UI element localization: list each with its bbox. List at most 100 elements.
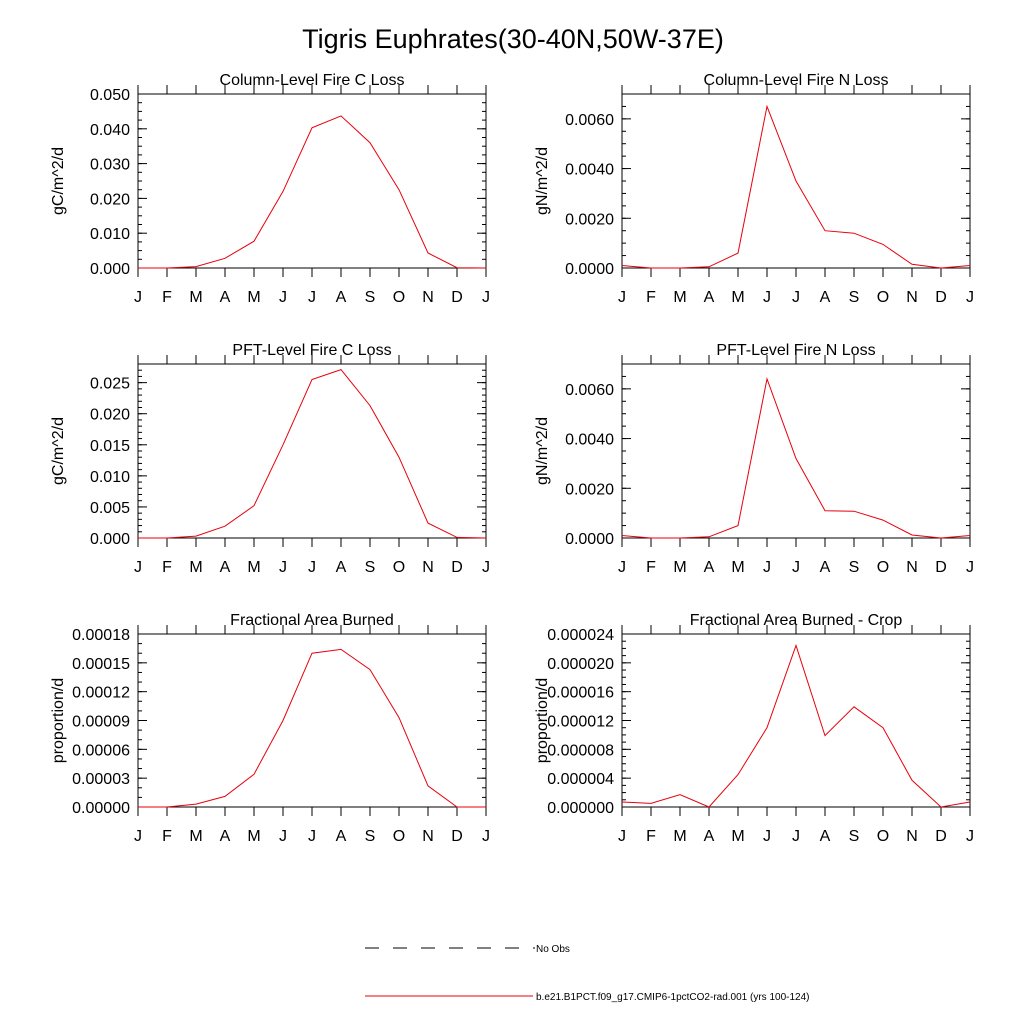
x-tick-label: A — [220, 289, 231, 306]
plot-frame — [137, 633, 487, 808]
x-tick-label: M — [189, 289, 202, 306]
y-tick-label: 0.050 — [90, 87, 130, 104]
y-tick-label: 0.000016 — [547, 685, 614, 702]
x-tick-label: F — [162, 828, 172, 845]
x-tick-label: J — [134, 289, 142, 306]
x-tick-label: A — [220, 559, 231, 576]
x-tick-label: A — [820, 559, 831, 576]
x-tick-label: J — [618, 828, 626, 845]
x-tick-label: M — [731, 559, 744, 576]
panel-title: Column-Level Fire C Loss — [220, 72, 405, 89]
x-tick-label: S — [365, 289, 376, 306]
x-tick-label: D — [451, 828, 463, 845]
x-tick-label: M — [673, 289, 686, 306]
x-tick-label: A — [220, 828, 231, 845]
series-line — [138, 648, 486, 808]
y-tick-label: 0.0020 — [565, 481, 614, 498]
x-tick-label: J — [618, 289, 626, 306]
x-tick-label: A — [336, 559, 347, 576]
x-tick-label: D — [451, 559, 463, 576]
x-tick-label: J — [966, 828, 974, 845]
x-tick-label: F — [162, 559, 172, 576]
panel-title: Column-Level Fire N Loss — [704, 72, 889, 89]
x-tick-label: J — [763, 289, 771, 306]
y-tick-label: 0.000 — [90, 261, 130, 278]
y-tick-label: 0.0040 — [565, 432, 614, 449]
y-tick-label: 0.00000 — [72, 800, 130, 817]
x-tick-label: S — [849, 559, 860, 576]
y-tick-label: 0.000020 — [547, 656, 614, 673]
figure-title: Tigris Euphrates(30-40N,50W-37E) — [302, 24, 724, 54]
panel-1: Column-Level Fire C Loss gC/m^2/d 0.000 0.0… — [50, 72, 490, 306]
y-tick-label: 0.020 — [90, 407, 130, 424]
series-line — [621, 377, 971, 539]
x-tick-label: N — [422, 289, 434, 306]
x-tick-label: J — [966, 289, 974, 306]
y-axis-label: gC/m^2/d — [50, 417, 67, 485]
x-tick-label: J — [618, 559, 626, 576]
x-tick-label: J — [966, 559, 974, 576]
plot-frame — [137, 93, 487, 269]
x-tick-label: A — [704, 828, 715, 845]
x-tick-label: M — [731, 289, 744, 306]
y-axis-label: gN/m^2/d — [534, 417, 551, 485]
x-tick-label: D — [935, 559, 947, 576]
x-tick-label: A — [820, 828, 831, 845]
panel-title: Fractional Area Burned - Crop — [690, 612, 903, 629]
panel-title: PFT-Level Fire C Loss — [232, 342, 391, 359]
x-tick-label: O — [393, 828, 405, 845]
x-tick-label: F — [646, 828, 656, 845]
x-tick-label: M — [189, 828, 202, 845]
x-tick-label: J — [279, 559, 287, 576]
y-tick-label: 0.000024 — [547, 627, 614, 644]
x-tick-label: J — [279, 289, 287, 306]
panel-title: PFT-Level Fire N Loss — [716, 342, 875, 359]
x-tick-label: M — [673, 559, 686, 576]
x-tick-label: M — [673, 828, 686, 845]
x-tick-label: D — [935, 828, 947, 845]
y-tick-label: 0.0060 — [565, 112, 614, 129]
panels: Column-Level Fire C Loss gC/m^2/d 0.000 0.0… — [50, 72, 974, 845]
panel-2: Column-Level Fire N Loss gN/m^2/d 0.0000 0.… — [534, 72, 974, 306]
x-tick-label: A — [704, 559, 715, 576]
y-tick-label: 0.000012 — [547, 714, 614, 731]
x-tick-label: J — [792, 289, 800, 306]
x-tick-label: J — [308, 559, 316, 576]
panel-4: PFT-Level Fire N Loss gN/m^2/d 0.0000 0.002… — [534, 342, 974, 576]
x-tick-label: J — [134, 828, 142, 845]
x-tick-label: M — [731, 828, 744, 845]
y-tick-label: 0.015 — [90, 438, 130, 455]
x-tick-label: O — [393, 559, 405, 576]
x-tick-label: A — [820, 289, 831, 306]
y-tick-label: 0.000 — [90, 531, 130, 548]
y-tick-label: 0.0060 — [565, 382, 614, 399]
x-tick-label: O — [877, 828, 889, 845]
x-tick-label: S — [365, 828, 376, 845]
y-tick-label: 0.000008 — [547, 742, 614, 759]
x-tick-label: A — [704, 289, 715, 306]
y-axis-label: proportion/d — [534, 678, 551, 763]
x-tick-label: N — [906, 289, 918, 306]
y-tick-label: 0.040 — [90, 122, 130, 139]
x-tick-label: J — [482, 559, 490, 576]
x-tick-label: J — [482, 828, 490, 845]
y-tick-label: 0.00012 — [72, 685, 130, 702]
x-tick-label: J — [482, 289, 490, 306]
y-tick-label: 0.0040 — [565, 162, 614, 179]
x-tick-label: M — [247, 559, 260, 576]
y-tick-label: 0.010 — [90, 226, 130, 243]
y-tick-label: 0.00009 — [72, 714, 130, 731]
y-tick-label: 0.0000 — [565, 531, 614, 548]
x-tick-label: J — [792, 559, 800, 576]
series-line — [621, 104, 971, 269]
x-tick-label: N — [906, 559, 918, 576]
x-tick-label: S — [849, 828, 860, 845]
y-axis-label: proportion/d — [50, 678, 67, 763]
x-tick-label: A — [336, 828, 347, 845]
series-line — [138, 369, 487, 539]
x-tick-label: F — [646, 559, 656, 576]
y-axis-label: gN/m^2/d — [534, 147, 551, 215]
x-tick-label: F — [162, 289, 172, 306]
x-tick-label: M — [247, 289, 260, 306]
y-tick-label: 0.00003 — [72, 771, 130, 788]
